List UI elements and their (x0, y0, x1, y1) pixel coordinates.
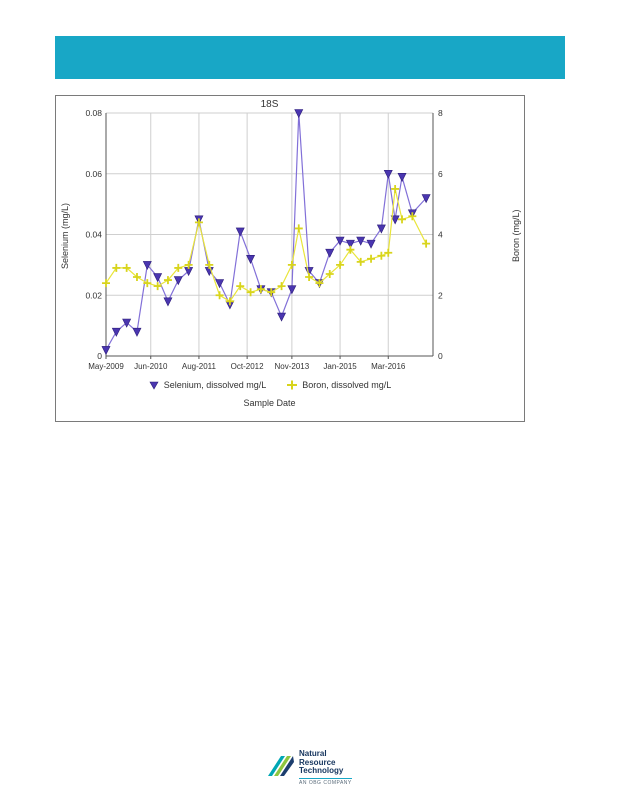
plus-marker (153, 282, 162, 291)
triangle-down-marker (376, 224, 386, 234)
logo-text-line1: Natural (299, 749, 327, 758)
left-tick-label: 0.02 (85, 290, 102, 300)
x-axis-title: Sample Date (243, 398, 296, 408)
logo-text-line3: Technology (299, 766, 344, 775)
plus-marker (356, 257, 365, 266)
plus-marker-icon (286, 380, 298, 390)
plus-marker (163, 276, 172, 285)
plus-marker (112, 263, 121, 272)
right-axis-title: Boron (mg/L) (511, 209, 521, 263)
plus-marker (398, 215, 407, 224)
plus-marker (143, 279, 152, 288)
header-banner (55, 36, 565, 79)
x-tick-label: May-2009 (88, 362, 124, 371)
plus-marker (287, 260, 296, 269)
plus-marker (184, 260, 193, 269)
plus-marker (384, 248, 393, 257)
triangle-down-marker (215, 279, 225, 289)
plus-marker (256, 285, 265, 294)
plus-marker (277, 282, 286, 291)
triangle-down-marker (345, 239, 355, 249)
x-tick-label: Oct-2012 (231, 362, 264, 371)
left-tick-label: 0 (97, 351, 102, 361)
legend-label-selenium: Selenium, dissolved mg/L (163, 380, 267, 390)
logo-tagline: AN OBG COMPANY (299, 777, 352, 786)
logo-text-line2: Resource (299, 757, 336, 767)
x-tick-label: Jan-2015 (323, 362, 357, 371)
chart-panel: 18S 0 0.02 0.04 0.06 0.08 0 2 4 6 8 May-2009 Jun-20… (55, 95, 525, 422)
triangle-down-marker (421, 194, 431, 204)
triangle-down-marker (122, 318, 132, 328)
plus-marker (367, 254, 376, 263)
plus-marker (225, 297, 234, 306)
right-tick-label: 2 (438, 290, 443, 300)
triangle-down-marker (294, 109, 304, 119)
legend-item-selenium: Selenium, dissolved mg/L (148, 380, 267, 390)
series-line-plus (105, 188, 427, 303)
plus-marker (346, 245, 355, 254)
x-tick-label: Aug-2011 (182, 362, 217, 371)
triangle-down-marker (277, 312, 287, 322)
plus-marker (325, 269, 334, 278)
plus-marker (422, 239, 431, 248)
plus-marker (377, 251, 386, 260)
triangle-down-marker (390, 215, 400, 225)
triangle-down-marker (383, 169, 393, 179)
plus-marker (294, 224, 303, 233)
triangle-down-marker (101, 346, 111, 356)
plus-marker (215, 291, 224, 300)
left-tick-label: 0.04 (85, 230, 102, 240)
plus-marker (194, 218, 203, 227)
triangle-down-marker (132, 327, 142, 337)
chart-legend: Selenium, dissolved mg/L Boron, dissolve… (106, 380, 433, 390)
right-tick-label: 4 (438, 230, 443, 240)
triangle-down-marker (246, 255, 256, 264)
triangle-down-marker (235, 227, 245, 237)
plus-marker (102, 279, 110, 288)
plus-marker (174, 263, 183, 272)
plus-marker (236, 282, 245, 291)
plus-marker (336, 260, 345, 269)
plus-marker (408, 212, 417, 221)
x-tick-label: Jun-2010 (134, 362, 168, 371)
left-tick-label: 0.08 (85, 108, 102, 118)
triangle-down-marker (287, 285, 297, 295)
right-tick-label: 0 (438, 351, 443, 361)
plus-marker (132, 273, 141, 282)
nrt-logo-icon (268, 756, 294, 776)
triangle-down-marker (325, 248, 335, 258)
triangle-down-marker (397, 172, 407, 182)
plus-marker (315, 279, 324, 288)
left-axis-title: Selenium (mg/L) (60, 202, 70, 270)
plus-marker (205, 260, 214, 269)
plus-marker (246, 288, 255, 297)
triangle-down-marker (153, 273, 163, 283)
triangle-down-marker (163, 297, 173, 307)
left-tick-label: 0.06 (85, 169, 102, 179)
triangle-down-marker-icon (148, 380, 160, 390)
chart-title: 18S (260, 99, 279, 110)
right-tick-label: 8 (438, 108, 443, 118)
series-line-triangle-down (105, 112, 427, 351)
plus-marker (305, 273, 314, 282)
legend-label-boron: Boron, dissolved mg/L (302, 380, 392, 390)
x-tick-label: Nov-2013 (275, 362, 310, 371)
x-tick-label: Mar-2016 (371, 362, 406, 371)
triangle-down-marker (356, 236, 366, 246)
line-chart: 0 0.02 0.04 0.06 0.08 0 2 4 6 8 May-2009 Jun-2010 Au… (85, 108, 443, 371)
triangle-down-marker (335, 236, 345, 246)
footer-logo: Natural Resource Technology AN OBG COMPA… (268, 749, 352, 786)
legend-item-boron: Boron, dissolved mg/L (286, 380, 391, 390)
right-tick-label: 6 (438, 169, 443, 179)
plus-marker (391, 184, 400, 193)
plus-marker (122, 263, 131, 272)
triangle-down-marker (173, 276, 183, 286)
triangle-down-marker (111, 327, 121, 337)
triangle-down-marker (142, 261, 152, 271)
plus-marker (267, 288, 276, 297)
triangle-down-marker (366, 239, 376, 249)
